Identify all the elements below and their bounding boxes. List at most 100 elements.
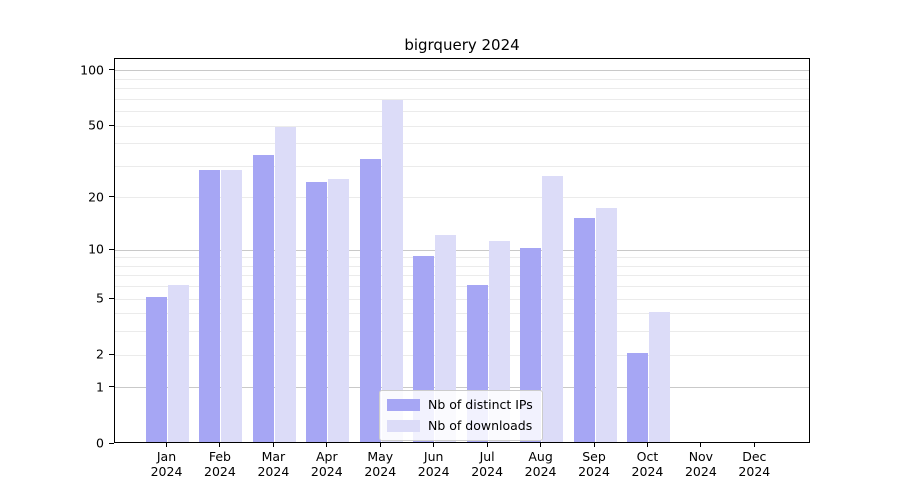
x-label-year: 2024 (257, 464, 290, 479)
x-axis-tick (433, 443, 435, 447)
x-axis-tick (326, 443, 328, 447)
y-axis-tick-label: 10 (88, 241, 104, 257)
y-axis-tick-label: 5 (96, 290, 104, 306)
x-axis-tick-label: Mar 2024 (257, 449, 289, 479)
plot-content (115, 59, 809, 442)
x-axis-tick-label: May 2024 (364, 449, 396, 479)
x-label-year: 2024 (684, 464, 717, 479)
x-axis-tick (646, 443, 648, 447)
x-axis-tick (593, 443, 595, 447)
y-gridline-major (115, 70, 809, 72)
y-axis-tick (109, 248, 114, 250)
x-axis-tick-label: Jun 2024 (418, 449, 450, 479)
y-axis-tick-label: 2 (96, 346, 104, 362)
y-gridline-minor (115, 111, 809, 113)
y-gridline-minor (115, 275, 809, 277)
x-label-year: 2024 (150, 464, 183, 479)
x-axis-tick (486, 443, 488, 447)
y-gridline-major (115, 249, 809, 251)
bar-distinct-ips-jan (146, 297, 167, 442)
y-gridline-minor (115, 197, 809, 199)
x-label-year: 2024 (524, 464, 557, 479)
x-axis-tick-label: Feb 2024 (204, 449, 236, 479)
legend-item-distinct-ips: Nb of distinct IPs (387, 396, 533, 413)
x-axis-tick-label: Sep 2024 (578, 449, 610, 479)
x-label-month: Oct (636, 449, 659, 464)
x-label-month: Jan (156, 449, 177, 464)
x-label-year: 2024 (364, 464, 397, 479)
x-axis-tick (272, 443, 274, 447)
bar-downloads-sep (595, 208, 617, 442)
legend-swatch-downloads (387, 419, 420, 432)
x-axis-tick-label: Dec 2024 (738, 449, 770, 479)
bar-distinct-ips-apr (306, 181, 328, 442)
y-gridline-major (115, 387, 809, 389)
bar-distinct-ips-feb (199, 169, 221, 442)
bar-distinct-ips-may (359, 159, 381, 442)
x-label-year: 2024 (738, 464, 771, 479)
x-label-month: Aug (528, 449, 553, 464)
x-axis-tick (166, 443, 167, 447)
legend-swatch-distinct-ips (387, 398, 420, 411)
x-axis-tick-label: Jul 2024 (471, 449, 503, 479)
bar-downloads-jan (168, 284, 189, 442)
y-axis-tick (109, 386, 114, 388)
y-gridline-minor (115, 298, 809, 300)
y-gridline-minor (115, 165, 809, 167)
x-axis-tick-label: Jan 2024 (151, 449, 183, 479)
x-label-month: Nov (688, 449, 714, 464)
x-label-year: 2024 (204, 464, 236, 479)
y-axis-tick-label: 1 (96, 379, 104, 395)
x-axis-tick (219, 443, 221, 447)
y-axis-tick-label: 100 (80, 62, 104, 78)
x-axis-tick (753, 443, 755, 447)
x-axis-tick-label: Apr 2024 (311, 449, 343, 479)
y-gridline-minor (115, 143, 809, 145)
y-gridline-minor (115, 125, 809, 127)
y-gridline-minor (115, 313, 809, 315)
y-gridline-minor (115, 286, 809, 288)
legend-label-distinct-ips: Nb of distinct IPs (428, 397, 533, 412)
x-label-year: 2024 (417, 464, 450, 479)
x-label-month: Mar (261, 449, 286, 464)
y-gridline-minor (115, 331, 809, 333)
y-axis-tick-label: 50 (88, 117, 104, 133)
y-gridline-minor (115, 98, 809, 100)
x-axis-tick (540, 443, 542, 447)
legend-item-downloads: Nb of downloads (387, 417, 533, 434)
bar-downloads-apr (328, 178, 350, 442)
x-label-month: Dec (742, 449, 767, 464)
x-label-month: Jun (423, 449, 444, 464)
bar-downloads-may (381, 99, 403, 442)
bar-distinct-ips-mar (252, 154, 274, 442)
x-label-year: 2024 (471, 464, 504, 479)
y-gridline-minor (115, 265, 809, 267)
bar-downloads-aug (542, 175, 564, 442)
bar-downloads-oct (648, 311, 670, 442)
bar-distinct-ips-oct (626, 353, 648, 442)
y-gridline-minor (115, 257, 809, 259)
bar-downloads-feb (221, 169, 243, 442)
bar-downloads-mar (274, 127, 296, 442)
x-label-year: 2024 (578, 464, 610, 479)
x-axis-tick (379, 443, 381, 447)
y-axis-tick (109, 353, 114, 355)
x-axis-tick-label: Oct 2024 (632, 449, 664, 479)
y-axis-tick (109, 297, 114, 299)
x-label-month: Jul (479, 449, 495, 464)
x-label-month: Sep (582, 449, 606, 464)
bar-distinct-ips-sep (573, 217, 595, 442)
x-label-month: May (367, 449, 394, 464)
x-label-year: 2024 (310, 464, 343, 479)
chart-title: bigrquery 2024 (404, 36, 520, 54)
y-gridline-minor (115, 88, 809, 90)
y-axis-tick-label: 20 (88, 189, 104, 205)
y-gridline-minor (115, 78, 809, 80)
legend-label-downloads: Nb of downloads (428, 418, 533, 433)
plot-area (114, 58, 810, 443)
y-axis-tick-label: 0 (96, 435, 104, 451)
y-gridline-minor (115, 354, 809, 356)
x-axis-tick-label: Nov 2024 (685, 449, 717, 479)
y-axis-tick (109, 442, 114, 444)
